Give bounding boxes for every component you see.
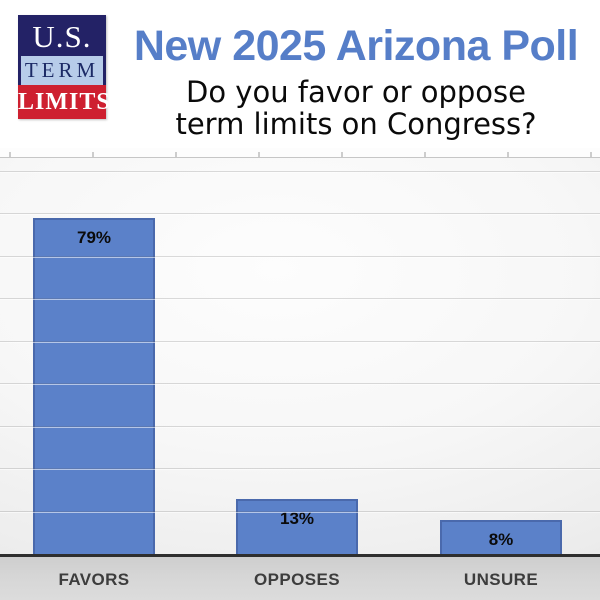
bar-chart: 79% 13% 8% FAVORS OPPOSES UNSURE [0, 148, 600, 600]
gridline-60 [0, 298, 600, 299]
gridline-10 [0, 510, 600, 512]
category-label-favors: FAVORS [58, 570, 130, 589]
logo-us-text: U.S. [18, 15, 106, 56]
logo-limits-text: LIMITS [18, 85, 110, 119]
top-tick-strip [0, 148, 600, 158]
gridline-30 [0, 425, 600, 427]
bar-unsure: 8% [440, 520, 562, 554]
gridline-50 [0, 340, 600, 342]
poll-question-line2: term limits on Congress? [175, 107, 537, 141]
gridline-20 [0, 468, 600, 469]
header: U.S. TERM LIMITS New 2025 Arizona Poll D… [0, 0, 600, 148]
plot-area: 79% 13% 8% [0, 158, 600, 554]
gridline-40 [0, 383, 600, 384]
category-label-opposes: OPPOSES [254, 570, 340, 589]
poll-question-line1: Do you favor or oppose [186, 75, 526, 109]
data-label-favors: 79% [76, 228, 112, 248]
poll-question: Do you favor or oppose term limits on Co… [112, 76, 600, 140]
data-label-opposes: 13% [279, 508, 315, 528]
category-axis: FAVORS OPPOSES UNSURE [0, 557, 600, 600]
bar-favors: 79% [33, 218, 155, 554]
gridline-90 [0, 170, 600, 172]
logo-term-text: TERM [18, 56, 106, 85]
x-axis-line [0, 554, 600, 557]
data-label-unsure: 8% [488, 530, 514, 549]
bar-opposes: 13% [236, 498, 358, 554]
us-term-limits-logo: U.S. TERM LIMITS [18, 15, 110, 119]
category-label-unsure: UNSURE [463, 570, 539, 589]
gridline-70 [0, 255, 600, 257]
gridline-80 [0, 213, 600, 214]
page-title: New 2025 Arizona Poll [133, 22, 579, 70]
header-text: New 2025 Arizona Poll Do you favor or op… [112, 0, 600, 140]
